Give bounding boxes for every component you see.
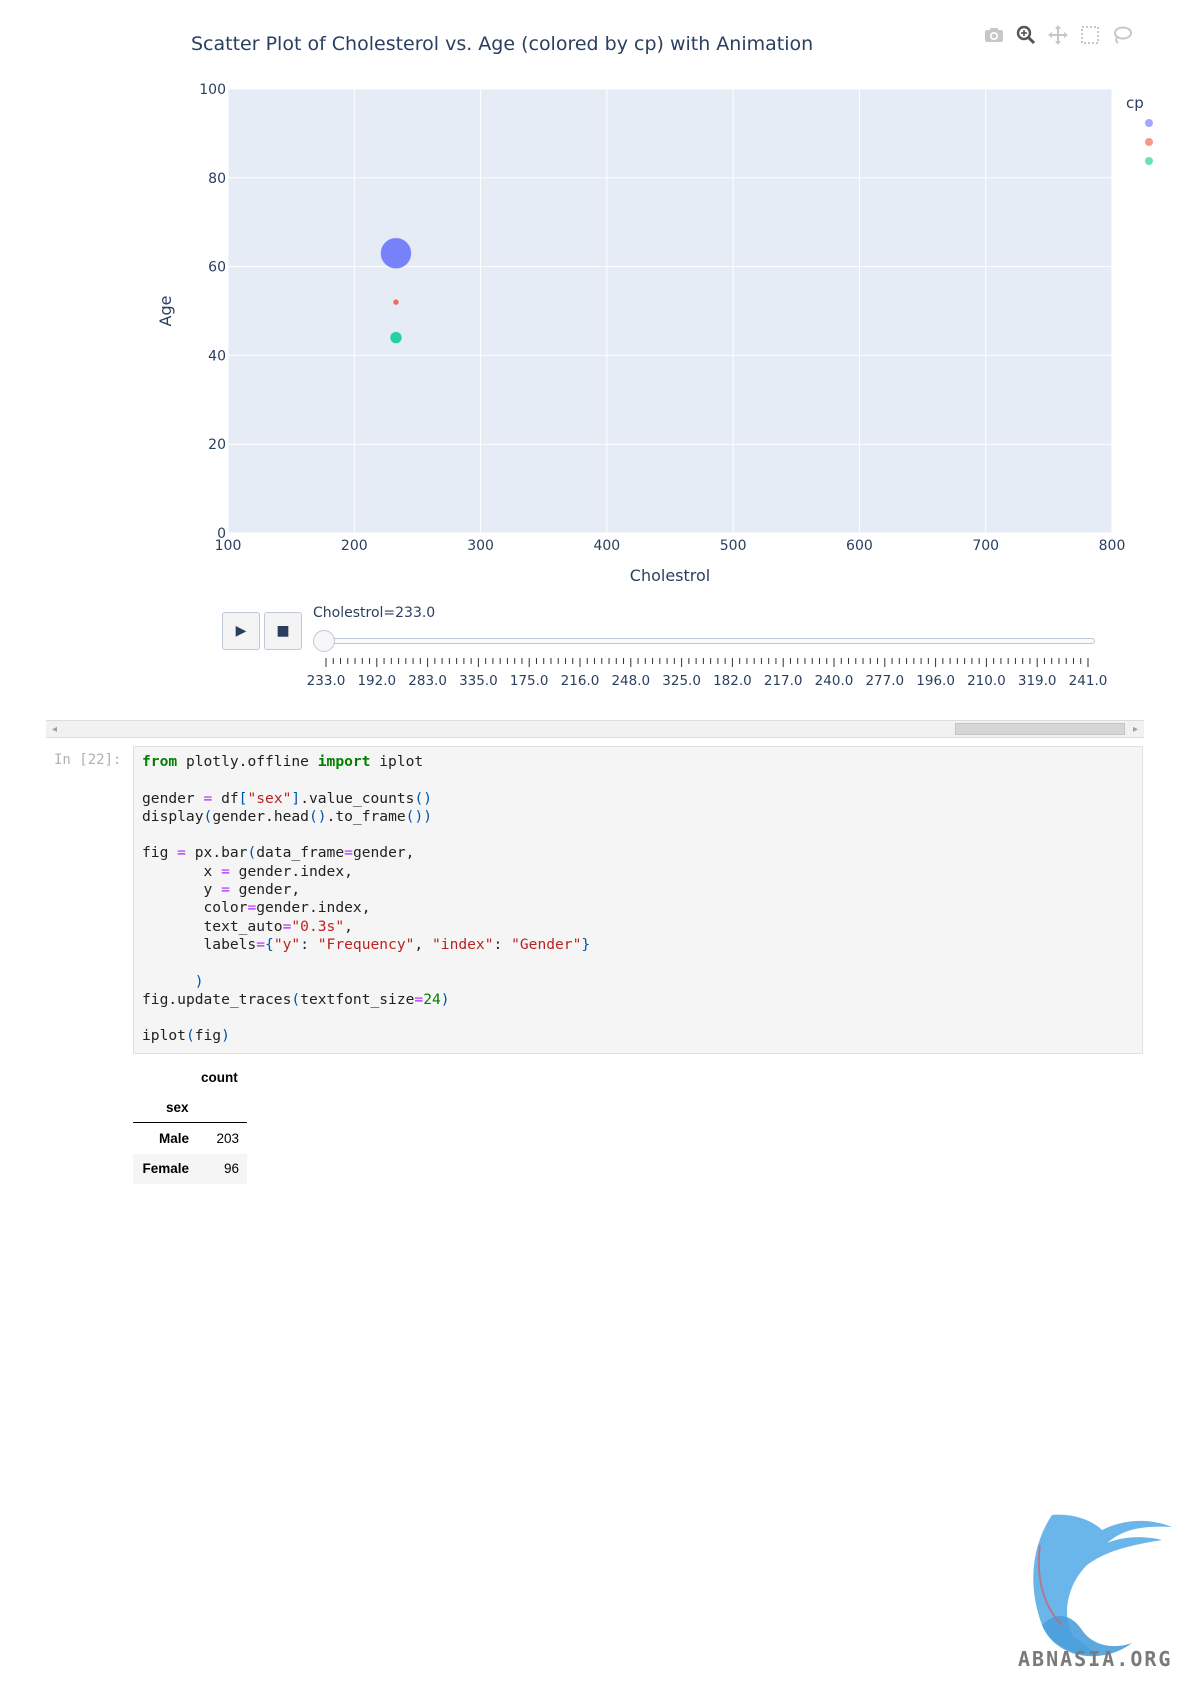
legend-item[interactable] <box>1122 134 1182 156</box>
column-header: count <box>201 1070 261 1085</box>
x-tick-label: 600 <box>846 538 873 554</box>
code-editor[interactable]: from plotly.offline import iplot gender … <box>142 753 590 1046</box>
table-row: Female 96 <box>133 1154 247 1184</box>
slider-step-label[interactable]: 217.0 <box>764 673 803 689</box>
slider-step-label[interactable]: 240.0 <box>815 673 854 689</box>
x-tick-label: 200 <box>341 538 368 554</box>
legend-marker <box>1145 157 1153 165</box>
plotly-figure: 100 200 300 400 500 600 700 800 0 20 40 60 80 100 Chol… <box>0 0 1190 720</box>
code-line: ) <box>142 973 204 990</box>
data-point <box>393 300 398 305</box>
y-tick-label: 100 <box>199 82 226 98</box>
camera-icon[interactable] <box>983 24 1005 46</box>
x-axis-label: Cholestrol <box>630 566 710 585</box>
slider-step-label[interactable]: 210.0 <box>967 673 1006 689</box>
modebar <box>983 24 1133 46</box>
code-line: y = gender, <box>142 881 300 898</box>
slider-step-label[interactable]: 283.0 <box>408 673 447 689</box>
table-row: Male 203 <box>133 1124 247 1154</box>
code-line: labels={"y": "Frequency", "index": "Gend… <box>142 936 590 953</box>
lasso-select-icon[interactable] <box>1111 24 1133 46</box>
slider-step-label[interactable]: 335.0 <box>459 673 498 689</box>
scatter-chart: 100 200 300 400 500 600 700 800020406080100Chol… <box>0 0 1190 720</box>
slider-step-label[interactable]: 233.0 <box>307 673 346 689</box>
code-line: fig.update_traces(textfont_size=24) <box>142 991 450 1008</box>
box-select-icon[interactable] <box>1079 24 1101 46</box>
code-cell[interactable]: from plotly.offline import iplot gender … <box>133 746 1143 1054</box>
x-tick-label: 800 <box>1099 538 1126 554</box>
cell-prompt: In [22]: <box>54 752 121 768</box>
y-tick-label: 80 <box>208 171 226 187</box>
slider-step-label[interactable]: 216.0 <box>561 673 600 689</box>
watermark-text: ABNASIA.ORG <box>1018 1647 1172 1671</box>
stop-button[interactable]: ■ <box>264 612 302 650</box>
code-line: color=gender.index, <box>142 899 370 916</box>
legend-item[interactable] <box>1122 156 1182 178</box>
x-tick-label: 500 <box>720 538 747 554</box>
y-tick-label: 0 <box>217 526 226 542</box>
slider-labels: 233.0 192.0 283.0 335.0 175.0 216.0 248.0 325.0… <box>300 673 1120 691</box>
slider-step-label[interactable]: 196.0 <box>916 673 955 689</box>
legend-title: cp <box>1126 94 1182 112</box>
scrollbar-thumb[interactable] <box>955 723 1125 735</box>
slider-handle[interactable] <box>313 630 335 652</box>
chart-title: Scatter Plot of Cholesterol vs. Age (col… <box>191 33 813 55</box>
output-horizontal-scrollbar[interactable]: ◂ ▸ <box>46 720 1144 738</box>
scroll-left-icon[interactable]: ◂ <box>52 724 57 735</box>
slider-step-label[interactable]: 192.0 <box>357 673 396 689</box>
play-button[interactable]: ▶ <box>222 612 260 650</box>
y-tick-label: 20 <box>208 437 226 453</box>
slider-step-label[interactable]: 325.0 <box>662 673 701 689</box>
x-tick-label: 700 <box>972 538 999 554</box>
index-name: sex <box>166 1100 189 1115</box>
row-value: 96 <box>224 1161 239 1176</box>
slider-step-label[interactable]: 277.0 <box>865 673 904 689</box>
y-axis-label: Age <box>156 296 175 327</box>
slider-current-value: Cholestrol=233.0 <box>313 605 435 621</box>
slider-step-label[interactable]: 319.0 <box>1018 673 1057 689</box>
code-line: display(gender.head().to_frame()) <box>142 808 432 825</box>
legend-marker <box>1145 119 1153 127</box>
stop-icon: ■ <box>276 623 289 639</box>
slider-rail[interactable] <box>313 638 1095 644</box>
slider-step-label[interactable]: 241.0 <box>1069 673 1108 689</box>
legend: cp <box>1122 94 1182 178</box>
code-line: gender = df["sex"].value_counts() <box>142 790 432 807</box>
y-tick-label: 60 <box>208 260 226 276</box>
code-line: iplot(fig) <box>142 1027 230 1044</box>
y-tick-label: 40 <box>208 348 226 364</box>
scroll-right-icon[interactable]: ▸ <box>1133 724 1138 735</box>
legend-item[interactable] <box>1122 112 1182 134</box>
code-line: fig = px.bar(data_frame=gender, <box>142 844 414 861</box>
plot-background <box>228 89 1112 533</box>
pan-icon[interactable] <box>1047 24 1069 46</box>
x-tick-label: 300 <box>467 538 494 554</box>
legend-marker <box>1145 138 1153 146</box>
data-point <box>381 238 411 268</box>
row-value: 203 <box>216 1131 239 1146</box>
slider-step-label[interactable]: 182.0 <box>713 673 752 689</box>
slider-ticks <box>323 658 1098 668</box>
data-point <box>390 332 401 343</box>
code-line: x = gender.index, <box>142 863 353 880</box>
play-icon: ▶ <box>236 623 247 639</box>
x-tick-label: 400 <box>593 538 620 554</box>
header-divider <box>133 1122 247 1123</box>
slider-step-label[interactable]: 175.0 <box>510 673 549 689</box>
row-index: Female <box>142 1161 189 1176</box>
code-line: text_auto="0.3s", <box>142 918 353 935</box>
row-index: Male <box>159 1131 189 1146</box>
slider-step-label[interactable]: 248.0 <box>611 673 650 689</box>
code-line: from plotly.offline import iplot <box>142 753 423 770</box>
zoom-icon[interactable] <box>1015 24 1037 46</box>
